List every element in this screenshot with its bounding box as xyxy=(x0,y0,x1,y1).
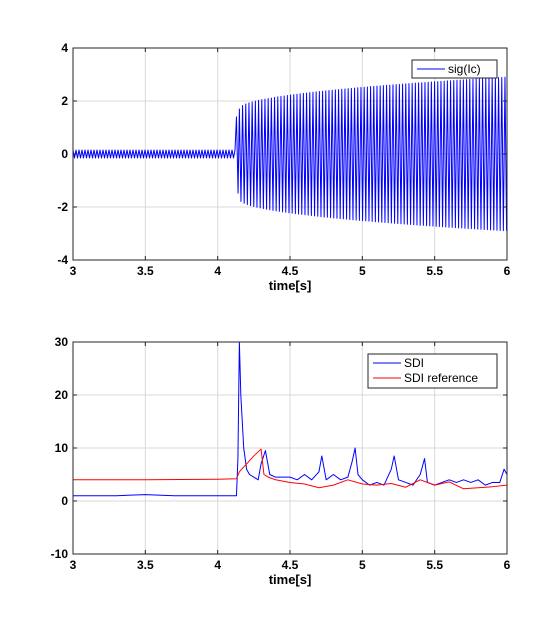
series-line-sdi-reference xyxy=(73,448,507,490)
y-tick-label: 0 xyxy=(61,494,68,508)
y-tick-label: 0 xyxy=(61,147,68,161)
x-tick-label: 5 xyxy=(359,264,366,278)
x-tick-label: 4.5 xyxy=(282,558,299,572)
y-tick-label: 4 xyxy=(61,41,68,55)
legend-box xyxy=(367,353,498,389)
y-tick-label: -4 xyxy=(57,253,68,267)
x-tick-label: 5 xyxy=(359,558,366,572)
series-group xyxy=(73,76,507,232)
x-axis-label: time[s] xyxy=(269,572,312,587)
x-tick-label: 3.5 xyxy=(137,264,154,278)
x-tick-label: 6 xyxy=(504,264,511,278)
y-tick-label: -2 xyxy=(57,200,68,214)
y-tick-label: -10 xyxy=(51,547,69,561)
legend-label: SDI reference xyxy=(404,371,478,385)
y-tick-label: 20 xyxy=(55,388,69,402)
legend-label: sig(Ic) xyxy=(448,62,481,76)
x-tick-label: 4 xyxy=(214,264,221,278)
series-line-sig-ic- xyxy=(73,76,507,232)
legend-box xyxy=(411,59,498,79)
series-line-sdi xyxy=(73,342,507,497)
x-tick-label: 5.5 xyxy=(426,558,443,572)
x-tick-label: 5.5 xyxy=(426,264,443,278)
y-tick-label: 30 xyxy=(55,335,69,349)
x-tick-label: 4 xyxy=(214,558,221,572)
series-group xyxy=(73,342,507,497)
x-axis-label: time[s] xyxy=(269,278,312,293)
x-tick-label: 3 xyxy=(70,264,77,278)
y-tick-label: 2 xyxy=(61,94,68,108)
legend: sig(Ic) xyxy=(411,59,498,79)
x-tick-label: 6 xyxy=(504,558,511,572)
chart-1: 3 3.5 4 4.5 5 5.5 6 -4 -2 0 2 4 time[s] sig(Ic) xyxy=(57,41,510,293)
x-tick-label: 4.5 xyxy=(282,264,299,278)
x-tick-label: 3 xyxy=(70,558,77,572)
y-tick-label: 10 xyxy=(55,441,69,455)
legend-label: SDI xyxy=(404,356,424,370)
x-tick-label: 3.5 xyxy=(137,558,154,572)
